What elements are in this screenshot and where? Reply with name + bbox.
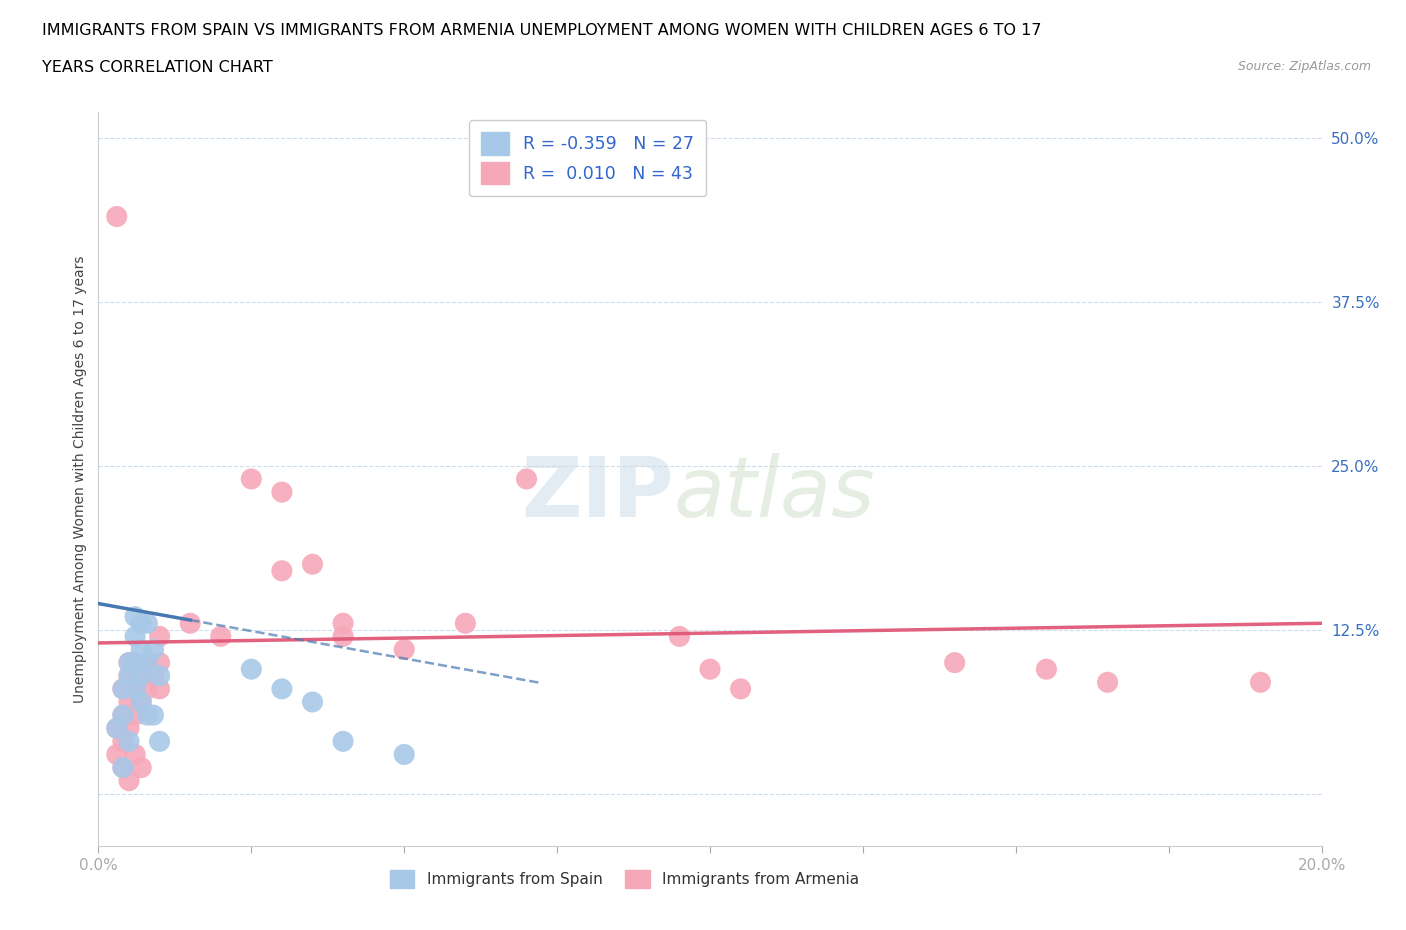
Point	[332, 616, 354, 631]
Point	[105, 209, 128, 224]
Point	[111, 760, 134, 775]
Point	[301, 557, 323, 572]
Point	[943, 656, 966, 671]
Point	[111, 708, 134, 723]
Point	[332, 734, 354, 749]
Point	[699, 662, 721, 677]
Point	[149, 669, 172, 684]
Point	[124, 629, 146, 644]
Point	[668, 629, 690, 644]
Point	[118, 721, 141, 736]
Point	[124, 656, 146, 671]
Point	[118, 734, 141, 749]
Point	[516, 472, 538, 486]
Point	[332, 629, 354, 644]
Text: Source: ZipAtlas.com: Source: ZipAtlas.com	[1237, 60, 1371, 73]
Point	[136, 616, 159, 631]
Point	[136, 682, 159, 697]
Point	[124, 682, 146, 697]
Point	[1035, 662, 1057, 677]
Point	[240, 472, 263, 486]
Point	[270, 564, 292, 578]
Point	[118, 656, 141, 671]
Point	[392, 642, 416, 657]
Point	[111, 682, 134, 697]
Point	[124, 708, 146, 723]
Point	[118, 669, 141, 684]
Point	[209, 629, 232, 644]
Point	[118, 773, 141, 788]
Point	[142, 642, 165, 657]
Point	[118, 695, 141, 710]
Point	[129, 695, 152, 710]
Point	[179, 616, 201, 631]
Point	[129, 760, 152, 775]
Point	[111, 708, 134, 723]
Point	[142, 708, 165, 723]
Point	[149, 734, 172, 749]
Point	[111, 760, 134, 775]
Point	[129, 642, 152, 657]
Point	[240, 662, 263, 677]
Text: atlas: atlas	[673, 453, 875, 534]
Point	[111, 734, 134, 749]
Point	[129, 669, 152, 684]
Point	[149, 656, 172, 671]
Point	[118, 656, 141, 671]
Point	[105, 721, 128, 736]
Y-axis label: Unemployment Among Women with Children Ages 6 to 17 years: Unemployment Among Women with Children A…	[73, 255, 87, 703]
Point	[105, 747, 128, 762]
Text: YEARS CORRELATION CHART: YEARS CORRELATION CHART	[42, 60, 273, 75]
Point	[270, 485, 292, 499]
Point	[149, 682, 172, 697]
Point	[149, 629, 172, 644]
Point	[142, 669, 165, 684]
Point	[124, 682, 146, 697]
Point	[136, 656, 159, 671]
Point	[118, 669, 141, 684]
Point	[129, 695, 152, 710]
Point	[124, 747, 146, 762]
Point	[124, 656, 146, 671]
Point	[392, 747, 416, 762]
Point	[124, 609, 146, 624]
Text: ZIP: ZIP	[520, 453, 673, 534]
Point	[111, 682, 134, 697]
Point	[454, 616, 477, 631]
Point	[129, 669, 152, 684]
Point	[270, 682, 292, 697]
Point	[1097, 675, 1119, 690]
Point	[105, 721, 128, 736]
Point	[301, 695, 323, 710]
Point	[730, 682, 752, 697]
Text: IMMIGRANTS FROM SPAIN VS IMMIGRANTS FROM ARMENIA UNEMPLOYMENT AMONG WOMEN WITH C: IMMIGRANTS FROM SPAIN VS IMMIGRANTS FROM…	[42, 23, 1042, 38]
Point	[129, 616, 152, 631]
Point	[136, 656, 159, 671]
Point	[1249, 675, 1271, 690]
Legend: Immigrants from Spain, Immigrants from Armenia: Immigrants from Spain, Immigrants from A…	[384, 864, 865, 894]
Point	[136, 708, 159, 723]
